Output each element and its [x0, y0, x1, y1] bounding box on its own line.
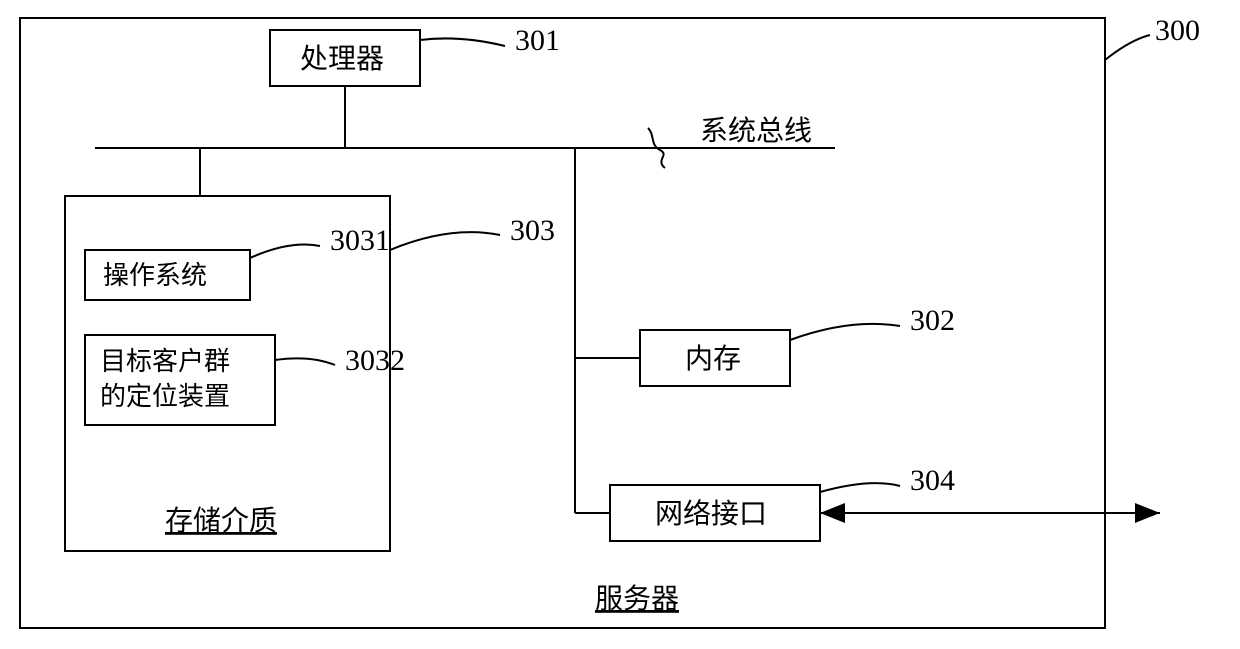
ref-3031: 3031 [330, 224, 390, 257]
net-arrow-head-right [1135, 503, 1160, 523]
ref-301: 301 [515, 24, 560, 57]
processor-label: 处理器 [300, 43, 384, 75]
bus-label: 系统总线 [700, 115, 812, 147]
block-diagram: 处理器 系统总线 存储介质 操作系统 目标客户群 的定位装置 内存 网络接口 服… [0, 0, 1240, 649]
locator-line2: 的定位装置 [100, 382, 230, 411]
netif-label: 网络接口 [655, 498, 767, 530]
ref-304: 304 [910, 464, 955, 497]
server-label: 服务器 [595, 583, 679, 615]
ref-3032: 3032 [345, 344, 405, 377]
ref-303: 303 [510, 214, 555, 247]
ref-302: 302 [910, 304, 955, 337]
locator-line1: 目标客户群 [100, 347, 230, 376]
memory-label: 内存 [685, 343, 741, 375]
ref-300: 300 [1155, 14, 1200, 47]
os-label: 操作系统 [103, 261, 207, 290]
lead-300 [1105, 35, 1150, 60]
storage-label: 存储介质 [165, 505, 277, 537]
